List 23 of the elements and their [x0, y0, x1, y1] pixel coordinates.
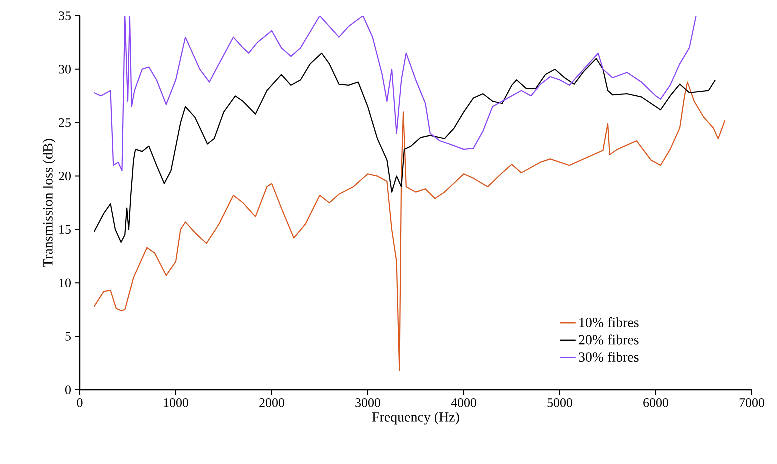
- y-tick-label: 35: [59, 12, 71, 20]
- x-tick-label: 2000: [260, 398, 284, 408]
- y-tick-label: 5: [66, 332, 71, 341]
- legend-label: 20% fibres: [579, 334, 639, 345]
- y-tick-label: 10: [60, 278, 71, 288]
- y-tick-label: 15: [60, 225, 71, 234]
- y-tick-label: 20: [59, 172, 71, 181]
- line-series: [94, 52, 716, 244]
- y-tick-label: 0: [66, 386, 71, 394]
- y-tick-label: 30: [59, 65, 71, 74]
- x-tick-label: 7000: [740, 398, 764, 408]
- y-tick-label: 25: [59, 118, 71, 128]
- x-tick-label: 5000: [548, 398, 572, 408]
- x-tick-label: 0: [77, 398, 83, 408]
- legend-label: 30% fibres: [579, 352, 639, 362]
- legend-label: 10% fibres: [580, 317, 639, 328]
- line-series: [94, 82, 726, 372]
- y-axis-title: Transmission loss (dB): [43, 139, 56, 268]
- x-tick-label: 3000: [356, 398, 380, 408]
- x-axis-title: Frequency (Hz): [372, 412, 460, 425]
- x-tick-label: 1000: [164, 398, 188, 408]
- x-tick-label: 6000: [644, 398, 668, 408]
- x-tick-label: 4000: [451, 398, 476, 408]
